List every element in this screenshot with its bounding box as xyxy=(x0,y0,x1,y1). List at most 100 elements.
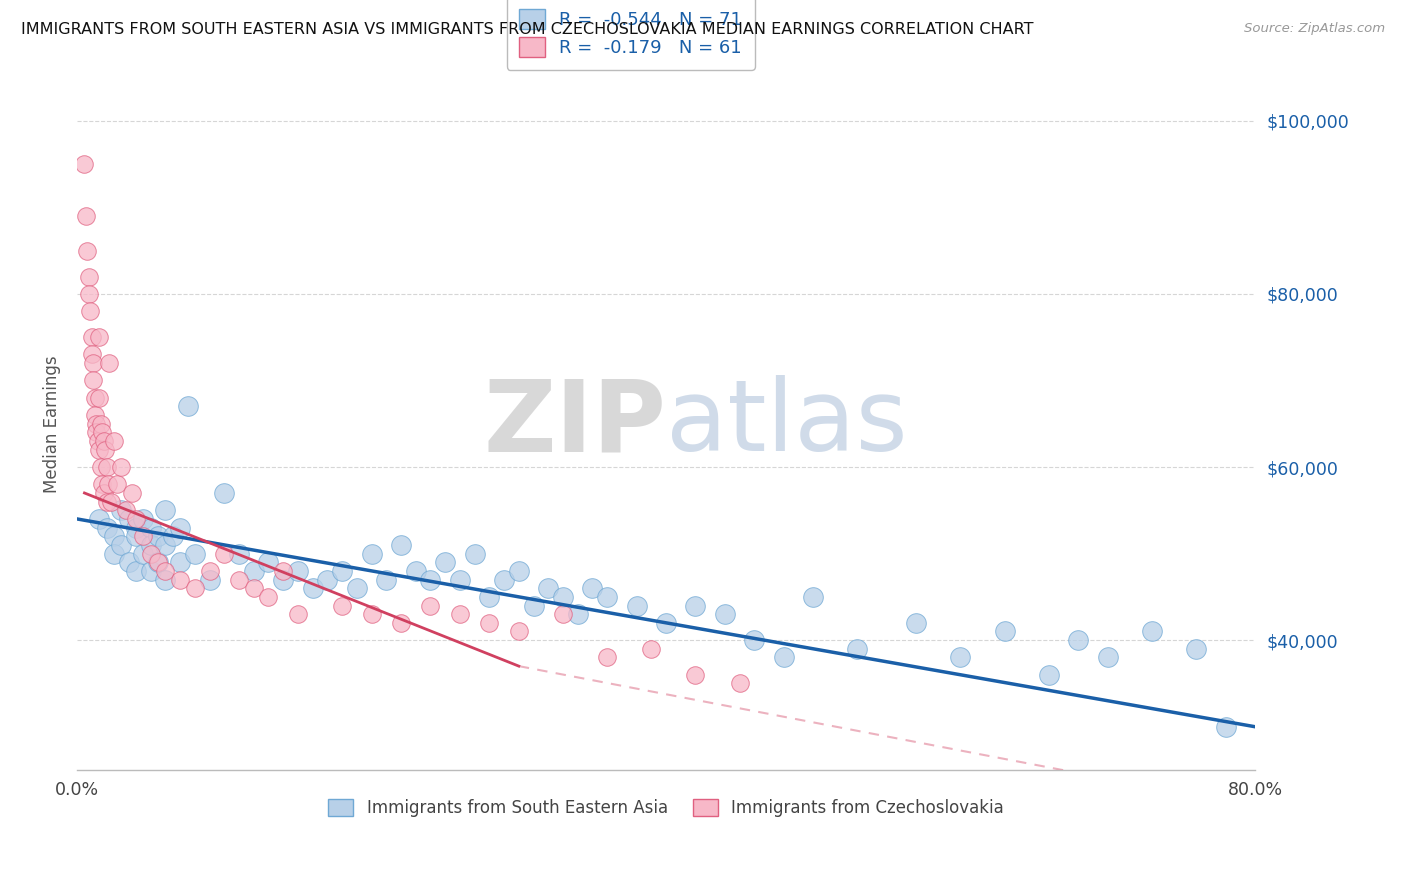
Point xyxy=(93,486,115,500)
Point xyxy=(508,624,530,639)
Text: atlas: atlas xyxy=(666,376,908,472)
Point xyxy=(360,607,382,622)
Point xyxy=(626,599,648,613)
Point xyxy=(596,650,619,665)
Point xyxy=(82,356,104,370)
Point xyxy=(169,573,191,587)
Point xyxy=(155,503,177,517)
Point xyxy=(685,667,707,681)
Point xyxy=(79,304,101,318)
Point xyxy=(419,599,441,613)
Point xyxy=(84,417,107,431)
Point xyxy=(271,564,294,578)
Point xyxy=(89,330,111,344)
Point xyxy=(464,547,486,561)
Point xyxy=(83,408,105,422)
Point xyxy=(125,520,148,534)
Point xyxy=(125,529,148,543)
Point xyxy=(346,581,368,595)
Point xyxy=(801,590,824,604)
Point xyxy=(100,494,122,508)
Point xyxy=(93,434,115,448)
Point xyxy=(1067,633,1090,648)
Point xyxy=(257,555,280,569)
Point xyxy=(228,547,250,561)
Text: ZIP: ZIP xyxy=(484,376,666,472)
Legend: Immigrants from South Eastern Asia, Immigrants from Czechoslovakia: Immigrants from South Eastern Asia, Immi… xyxy=(322,792,1011,824)
Point xyxy=(139,547,162,561)
Point xyxy=(494,573,516,587)
Point xyxy=(103,547,125,561)
Point xyxy=(77,269,100,284)
Point xyxy=(198,573,221,587)
Point xyxy=(640,641,662,656)
Point xyxy=(86,434,108,448)
Point xyxy=(155,538,177,552)
Point xyxy=(949,650,972,665)
Point xyxy=(96,494,118,508)
Point xyxy=(91,425,114,440)
Point xyxy=(1038,667,1060,681)
Point xyxy=(567,607,589,622)
Point xyxy=(551,590,574,604)
Point xyxy=(132,512,155,526)
Point xyxy=(97,477,120,491)
Point xyxy=(73,157,96,171)
Point xyxy=(80,347,103,361)
Point xyxy=(139,538,162,552)
Point xyxy=(125,564,148,578)
Point xyxy=(508,564,530,578)
Point xyxy=(1140,624,1163,639)
Point xyxy=(89,442,111,457)
Point xyxy=(139,564,162,578)
Point xyxy=(89,391,111,405)
Point xyxy=(155,573,177,587)
Point xyxy=(103,434,125,448)
Point xyxy=(728,676,751,690)
Point xyxy=(76,244,98,258)
Point xyxy=(176,400,198,414)
Point xyxy=(110,503,132,517)
Point xyxy=(242,581,264,595)
Point xyxy=(596,590,619,604)
Point xyxy=(744,633,766,648)
Point xyxy=(316,573,339,587)
Point xyxy=(478,590,501,604)
Point xyxy=(155,564,177,578)
Point xyxy=(846,641,869,656)
Point xyxy=(121,486,143,500)
Point xyxy=(169,555,191,569)
Point xyxy=(105,477,128,491)
Point xyxy=(301,581,323,595)
Point xyxy=(77,286,100,301)
Point xyxy=(551,607,574,622)
Point xyxy=(110,538,132,552)
Point xyxy=(125,512,148,526)
Point xyxy=(146,555,169,569)
Point xyxy=(1185,641,1208,656)
Point xyxy=(419,573,441,587)
Point xyxy=(132,529,155,543)
Point xyxy=(449,573,471,587)
Point xyxy=(405,564,427,578)
Point xyxy=(655,615,678,630)
Point xyxy=(242,564,264,578)
Point xyxy=(132,547,155,561)
Point xyxy=(146,555,169,569)
Point xyxy=(214,547,236,561)
Point xyxy=(184,581,207,595)
Point xyxy=(110,460,132,475)
Point xyxy=(117,555,139,569)
Point xyxy=(90,417,112,431)
Point xyxy=(434,555,457,569)
Point xyxy=(214,486,236,500)
Point xyxy=(1097,650,1119,665)
Point xyxy=(389,538,412,552)
Point xyxy=(287,607,309,622)
Point xyxy=(330,564,353,578)
Point xyxy=(994,624,1017,639)
Point xyxy=(146,529,169,543)
Point xyxy=(228,573,250,587)
Y-axis label: Median Earnings: Median Earnings xyxy=(44,355,60,492)
Point xyxy=(82,373,104,387)
